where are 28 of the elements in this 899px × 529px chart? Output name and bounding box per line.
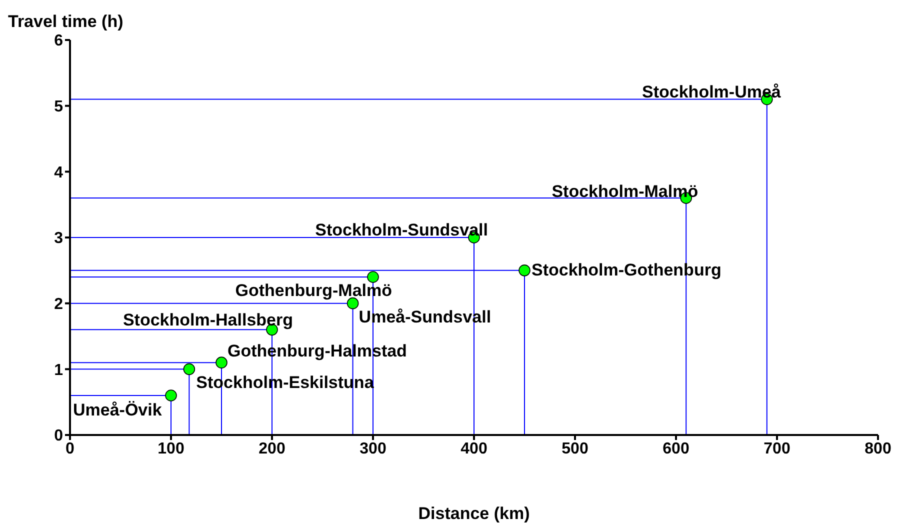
annotation: Stockholm-Malmö [552, 182, 698, 201]
x-tick-label: 100 [158, 440, 184, 458]
y-tick-label: 0 [54, 428, 64, 445]
x-tick-label: 400 [460, 440, 488, 458]
x-tick-label: 800 [864, 440, 892, 458]
annotation: Stockholm-Hallsberg [122, 310, 293, 330]
point [183, 363, 196, 376]
point [518, 264, 530, 276]
y-tick-label: 3 [54, 230, 64, 248]
y-tick-label: 2 [54, 296, 64, 314]
y-tick-label: 1 [54, 362, 64, 379]
y-tick-label: 5 [54, 98, 64, 116]
x-tick-label: 0 [66, 440, 75, 458]
x-tick-label: 300 [360, 440, 386, 458]
x-tick-label: 200 [258, 440, 286, 458]
point [216, 356, 228, 368]
x-tick-label: 500 [562, 440, 588, 458]
x-axis-title: Distance (km) [417, 504, 531, 524]
x-tick-label: 700 [764, 440, 790, 458]
y-axis-title: Travel time (h) [8, 12, 124, 32]
annotation: Umeå-Övik [73, 400, 162, 420]
annotation: Stockholm-Sundsvall [315, 220, 488, 240]
annotation: Stockholm-Umeå [642, 82, 782, 102]
x-tick-label: 600 [662, 440, 690, 458]
y-tick-label: 4 [54, 164, 64, 182]
point [367, 271, 379, 283]
point [165, 390, 177, 402]
y-tick-label: 6 [54, 32, 64, 50]
